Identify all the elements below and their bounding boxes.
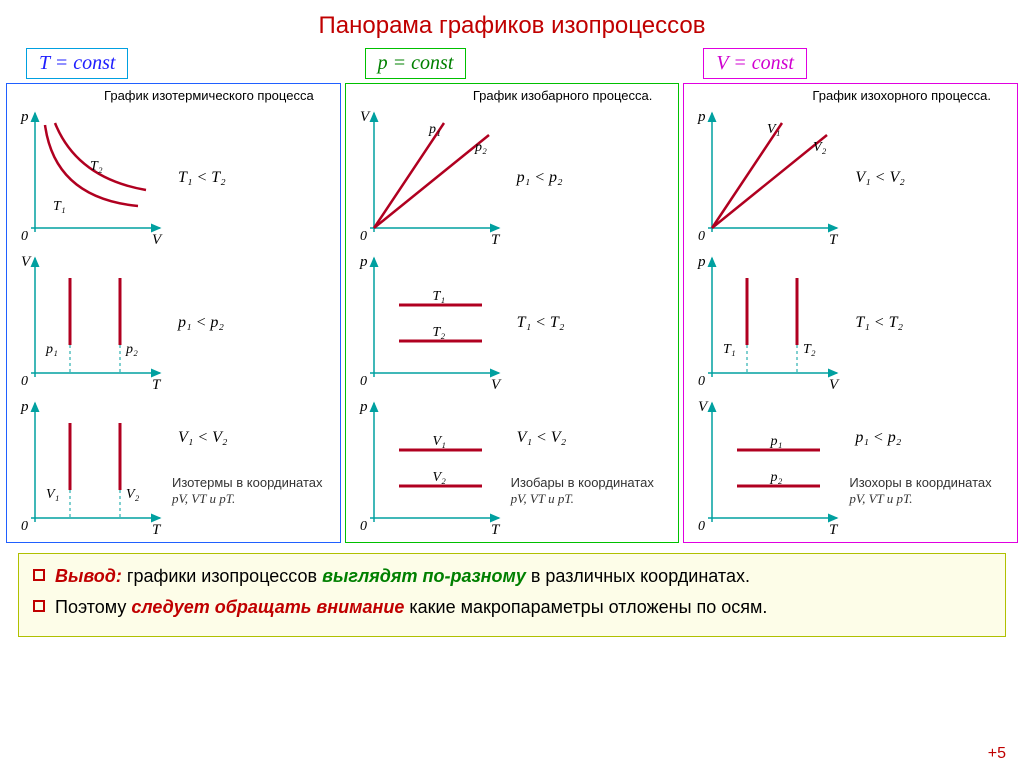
graph-relation: V₁ < V₂ [845,169,1011,187]
svg-text:V₁: V₁ [767,122,780,137]
svg-text:V₁: V₁ [46,487,59,502]
panel-title: График изобарного процесса. [352,88,673,103]
graph-row: p V 0 T₁ T₂ T₁ < T₂ [13,105,334,250]
svg-text:0: 0 [698,374,705,389]
graph-rays2: V T 0 p₁ p₂ [352,105,507,250]
column-1: p = const График изобарного процесса. V T… [343,48,682,543]
svg-text:V₂: V₂ [126,487,140,502]
svg-text:p: p [697,109,706,125]
conclusion-line-1: Вывод: графики изопроцессов выглядят по-… [55,564,991,589]
svg-text:0: 0 [21,374,28,389]
bullet-icon [33,569,45,581]
graph-relation: p₁ < p₂ [507,169,673,187]
page-number: +5 [988,745,1006,763]
svg-text:T: T [152,522,162,538]
const-label: V = const [703,48,807,79]
const-label: p = const [365,48,467,79]
graph-row: p V 0 T₁ T₂ T₁ < T₂ [690,250,1011,395]
graph-panel: График изотермического процесса p V 0 T₁ T… [6,83,341,543]
svg-text:T₁: T₁ [723,342,736,357]
svg-text:V: V [152,232,163,248]
svg-text:T: T [152,377,162,393]
svg-text:V: V [21,254,32,270]
graph-horizontal2: V T 0 p₁ p₂ [690,395,845,540]
graph-rays2: p T 0 V₁ V₂ [690,105,845,250]
graph-row: p T 0 V₁ V₂ V₁ < V₂Изобары в координатах pV… [352,395,673,540]
svg-text:V: V [698,399,709,415]
column-2: V = const График изохорного процесса. p T… [681,48,1020,543]
svg-text:0: 0 [21,229,28,244]
svg-text:T₂: T₂ [90,159,103,174]
graph-hyperbola: p V 0 T₁ T₂ [13,105,168,250]
graph-vertical2: p V 0 T₁ T₂ [690,250,845,395]
svg-text:V₂: V₂ [432,470,446,485]
svg-text:T: T [491,522,501,538]
svg-text:0: 0 [698,229,705,244]
panel-title: График изохорного процесса. [690,88,1011,103]
graph-horizontal2: p T 0 V₁ V₂ [352,395,507,540]
graph-relation: T₁ < T₂ [845,314,1011,332]
caption: Изотермы в координатах pV, VT и pT. [168,475,334,506]
svg-text:p₂: p₂ [770,470,783,485]
graph-row: V T 0 p₁ p₂ p₁ < p₂Изохоры в координатах pV… [690,395,1011,540]
svg-text:0: 0 [360,374,367,389]
svg-text:p₂: p₂ [125,342,138,357]
svg-text:T: T [829,522,839,538]
caption: Изохоры в координатах pV, VT и pT. [845,475,1011,506]
svg-text:p: p [697,254,706,270]
graph-row: p T 0 V₁ V₂ V₁ < V₂Изотермы в координатах p… [13,395,334,540]
graph-relation: T₁ < T₂ [168,169,334,187]
svg-text:p₁: p₁ [45,342,58,357]
graph-row: p V 0 T₁ T₂ T₁ < T₂ [352,250,673,395]
svg-text:0: 0 [698,519,705,534]
svg-text:T₂: T₂ [803,342,816,357]
column-0: T = const График изотермического процесса… [4,48,343,543]
conclusion-line-2: Поэтому следует обращать внимание какие … [55,595,991,620]
graph-horizontal2: p V 0 T₁ T₂ [352,250,507,395]
svg-text:p: p [20,399,29,415]
svg-text:p: p [359,254,368,270]
const-label: T = const [26,48,128,79]
svg-text:p₁: p₁ [428,122,441,137]
svg-text:T: T [829,232,839,248]
graph-relation: T₁ < T₂ [507,314,673,332]
conclusion-box: Вывод: графики изопроцессов выглядят по-… [18,553,1006,637]
graph-vertical2: p T 0 V₁ V₂ [13,395,168,540]
graph-row: V T 0 p₁ p₂ p₁ < p₂ [13,250,334,395]
svg-text:V₁: V₁ [432,434,445,449]
svg-text:p: p [359,399,368,415]
graph-panel: График изобарного процесса. V T 0 p₁ p₂ p₁ … [345,83,680,543]
svg-text:V₂: V₂ [813,140,827,155]
columns-container: T = const График изотермического процесса… [0,48,1024,543]
svg-text:V: V [829,377,840,393]
panel-title: График изотермического процесса [13,88,334,103]
svg-text:T₁: T₁ [432,289,445,304]
svg-text:p₂: p₂ [474,140,487,155]
main-title: Панорама графиков изопроцессов [0,0,1024,48]
graph-row: p T 0 V₁ V₂ V₁ < V₂ [690,105,1011,250]
svg-text:V: V [360,109,371,125]
svg-text:T: T [491,232,501,248]
svg-text:T₁: T₁ [53,199,66,214]
graph-panel: График изохорного процесса. p T 0 V₁ V₂ V₁ … [683,83,1018,543]
graph-relation: p₁ < p₂Изохоры в координатах pV, VT и pT… [845,429,1011,506]
svg-text:T₂: T₂ [432,325,445,340]
caption: Изобары в координатах pV, VT и pT. [507,475,673,506]
graph-relation: V₁ < V₂Изобары в координатах pV, VT и pT… [507,429,673,506]
svg-text:p: p [20,109,29,125]
bullet-icon [33,600,45,612]
svg-text:0: 0 [21,519,28,534]
svg-text:V: V [491,377,502,393]
svg-text:0: 0 [360,229,367,244]
graph-row: V T 0 p₁ p₂ p₁ < p₂ [352,105,673,250]
svg-text:0: 0 [360,519,367,534]
graph-vertical2: V T 0 p₁ p₂ [13,250,168,395]
svg-text:p₁: p₁ [770,434,783,449]
graph-relation: p₁ < p₂ [168,314,334,332]
graph-relation: V₁ < V₂Изотермы в координатах pV, VT и p… [168,429,334,506]
